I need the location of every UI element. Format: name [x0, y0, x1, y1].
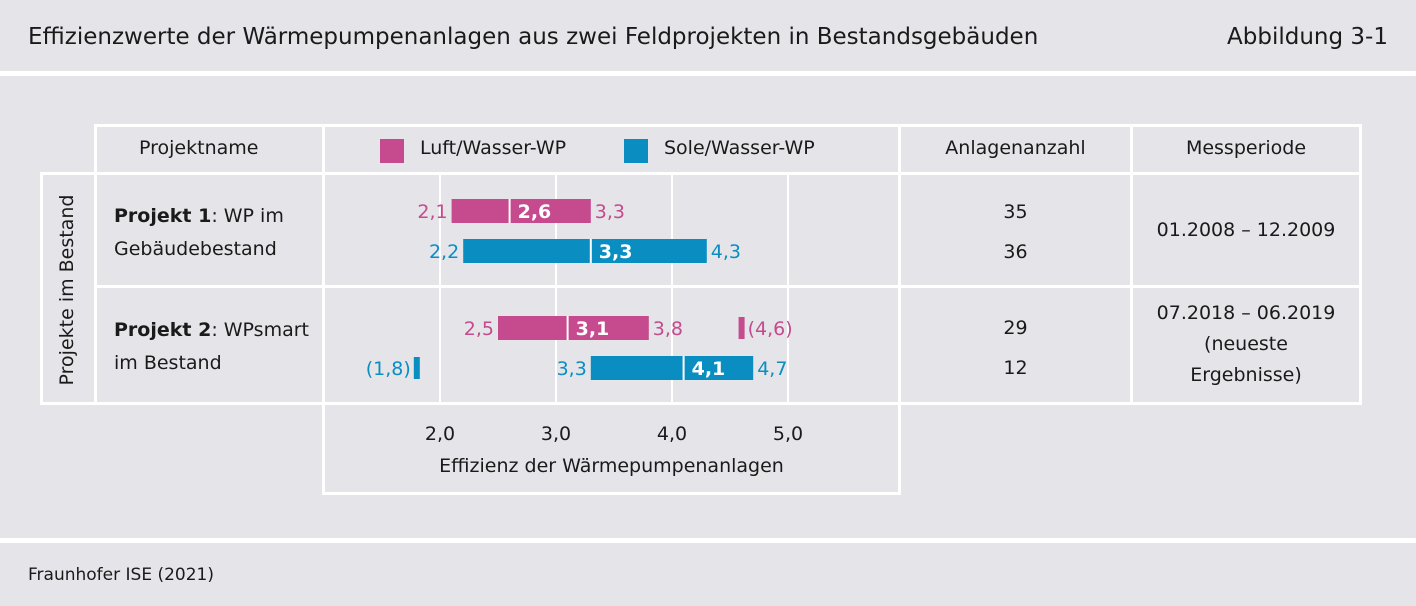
table-row-divider [94, 285, 1362, 288]
chart-left-line [322, 124, 325, 495]
table-group-line [94, 124, 97, 405]
range-bar [590, 356, 754, 380]
project-1-name: Projekt 1: WP im Gebäudebestand [114, 200, 284, 266]
range-bar [451, 199, 591, 223]
chart-right-line [898, 124, 901, 495]
mean-value-label: 4,1 [692, 358, 726, 380]
col-header-messperiode: Messperiode [1185, 137, 1307, 159]
table-right-line [1359, 124, 1362, 405]
source-note: Fraunhofer ISE (2021) [28, 565, 214, 585]
max-value-label: 3,8 [653, 318, 683, 340]
col-header-anlagenanzahl: Anlagenanzahl [945, 137, 1086, 159]
x-tick-label: 2,0 [425, 423, 455, 445]
axis-box-bottom [322, 492, 901, 495]
min-value-label: 2,2 [429, 241, 459, 263]
project-1-period: 01.2008 – 12.2009 [1156, 219, 1336, 241]
range-bar [463, 239, 707, 263]
project-1-count-sole: 36 [1003, 241, 1028, 263]
project-1-subtitle: : WP im [211, 205, 284, 227]
legend-swatch-luft [380, 139, 404, 163]
x-tick-label: 4,0 [657, 423, 687, 445]
mean-value-label: 3,3 [599, 241, 633, 263]
min-value-label: 3,3 [557, 358, 587, 380]
project-2-name-line2: im Bestand [114, 352, 222, 374]
legend-label-sole: Sole/Wasser-WP [664, 137, 815, 159]
project-2-period-line3: Ergebnisse) [1190, 364, 1302, 386]
project-2-title: Projekt 2 [114, 319, 212, 341]
min-value-label: 2,1 [417, 201, 447, 223]
mean-value-label: 2,6 [518, 201, 552, 223]
header-rule [0, 71, 1416, 76]
x-tick-label: 5,0 [773, 423, 803, 445]
project-1-count-luft: 35 [1003, 201, 1028, 223]
project-1-name-line2: Gebäudebestand [114, 238, 277, 260]
mean-value-label: 3,1 [576, 318, 610, 340]
project-2-subtitle: : WPsmart [211, 319, 309, 341]
x-axis-label: Effizienz der Wärmepumpenanlagen [439, 455, 784, 477]
outlier-label: (1,8) [366, 358, 411, 380]
figure-label: Abbildung 3-1 [1227, 24, 1388, 50]
max-value-label: 4,3 [711, 241, 741, 263]
table-left-line [40, 172, 43, 405]
legend-label-luft: Luft/Wasser-WP [420, 137, 567, 159]
project-2-period-line1: 07.2018 – 06.2019 [1156, 302, 1336, 324]
project-2-period-line2: (neueste [1204, 333, 1288, 355]
project-2-name: Projekt 2: WPsmart im Bestand [114, 314, 309, 380]
project-2-count-luft: 29 [1003, 317, 1028, 339]
max-value-label: 3,3 [595, 201, 625, 223]
min-value-label: 2,5 [464, 318, 494, 340]
project-1-title: Projekt 1 [114, 205, 212, 227]
project-2-count-sole: 12 [1003, 357, 1028, 379]
figure-title: Effizienzwerte der Wärmepumpenanlagen au… [28, 24, 1039, 50]
table-bottom-line [40, 402, 1362, 405]
legend-swatch-sole [624, 139, 648, 163]
outlier-marker [738, 317, 745, 339]
table-header-line [40, 172, 1362, 175]
col-header-projektname: Projektname [139, 137, 259, 159]
max-value-label: 4,7 [757, 358, 787, 380]
footer-rule [0, 538, 1416, 543]
outlier-label: (4,6) [748, 318, 793, 340]
x-tick-label: 3,0 [541, 423, 571, 445]
table-col-line [1130, 124, 1133, 405]
outlier-marker [413, 357, 420, 379]
range-bar [498, 316, 649, 340]
table-top-line [94, 124, 1362, 127]
header-bar: Effizienzwerte der Wärmepumpenanlagen au… [0, 0, 1416, 72]
